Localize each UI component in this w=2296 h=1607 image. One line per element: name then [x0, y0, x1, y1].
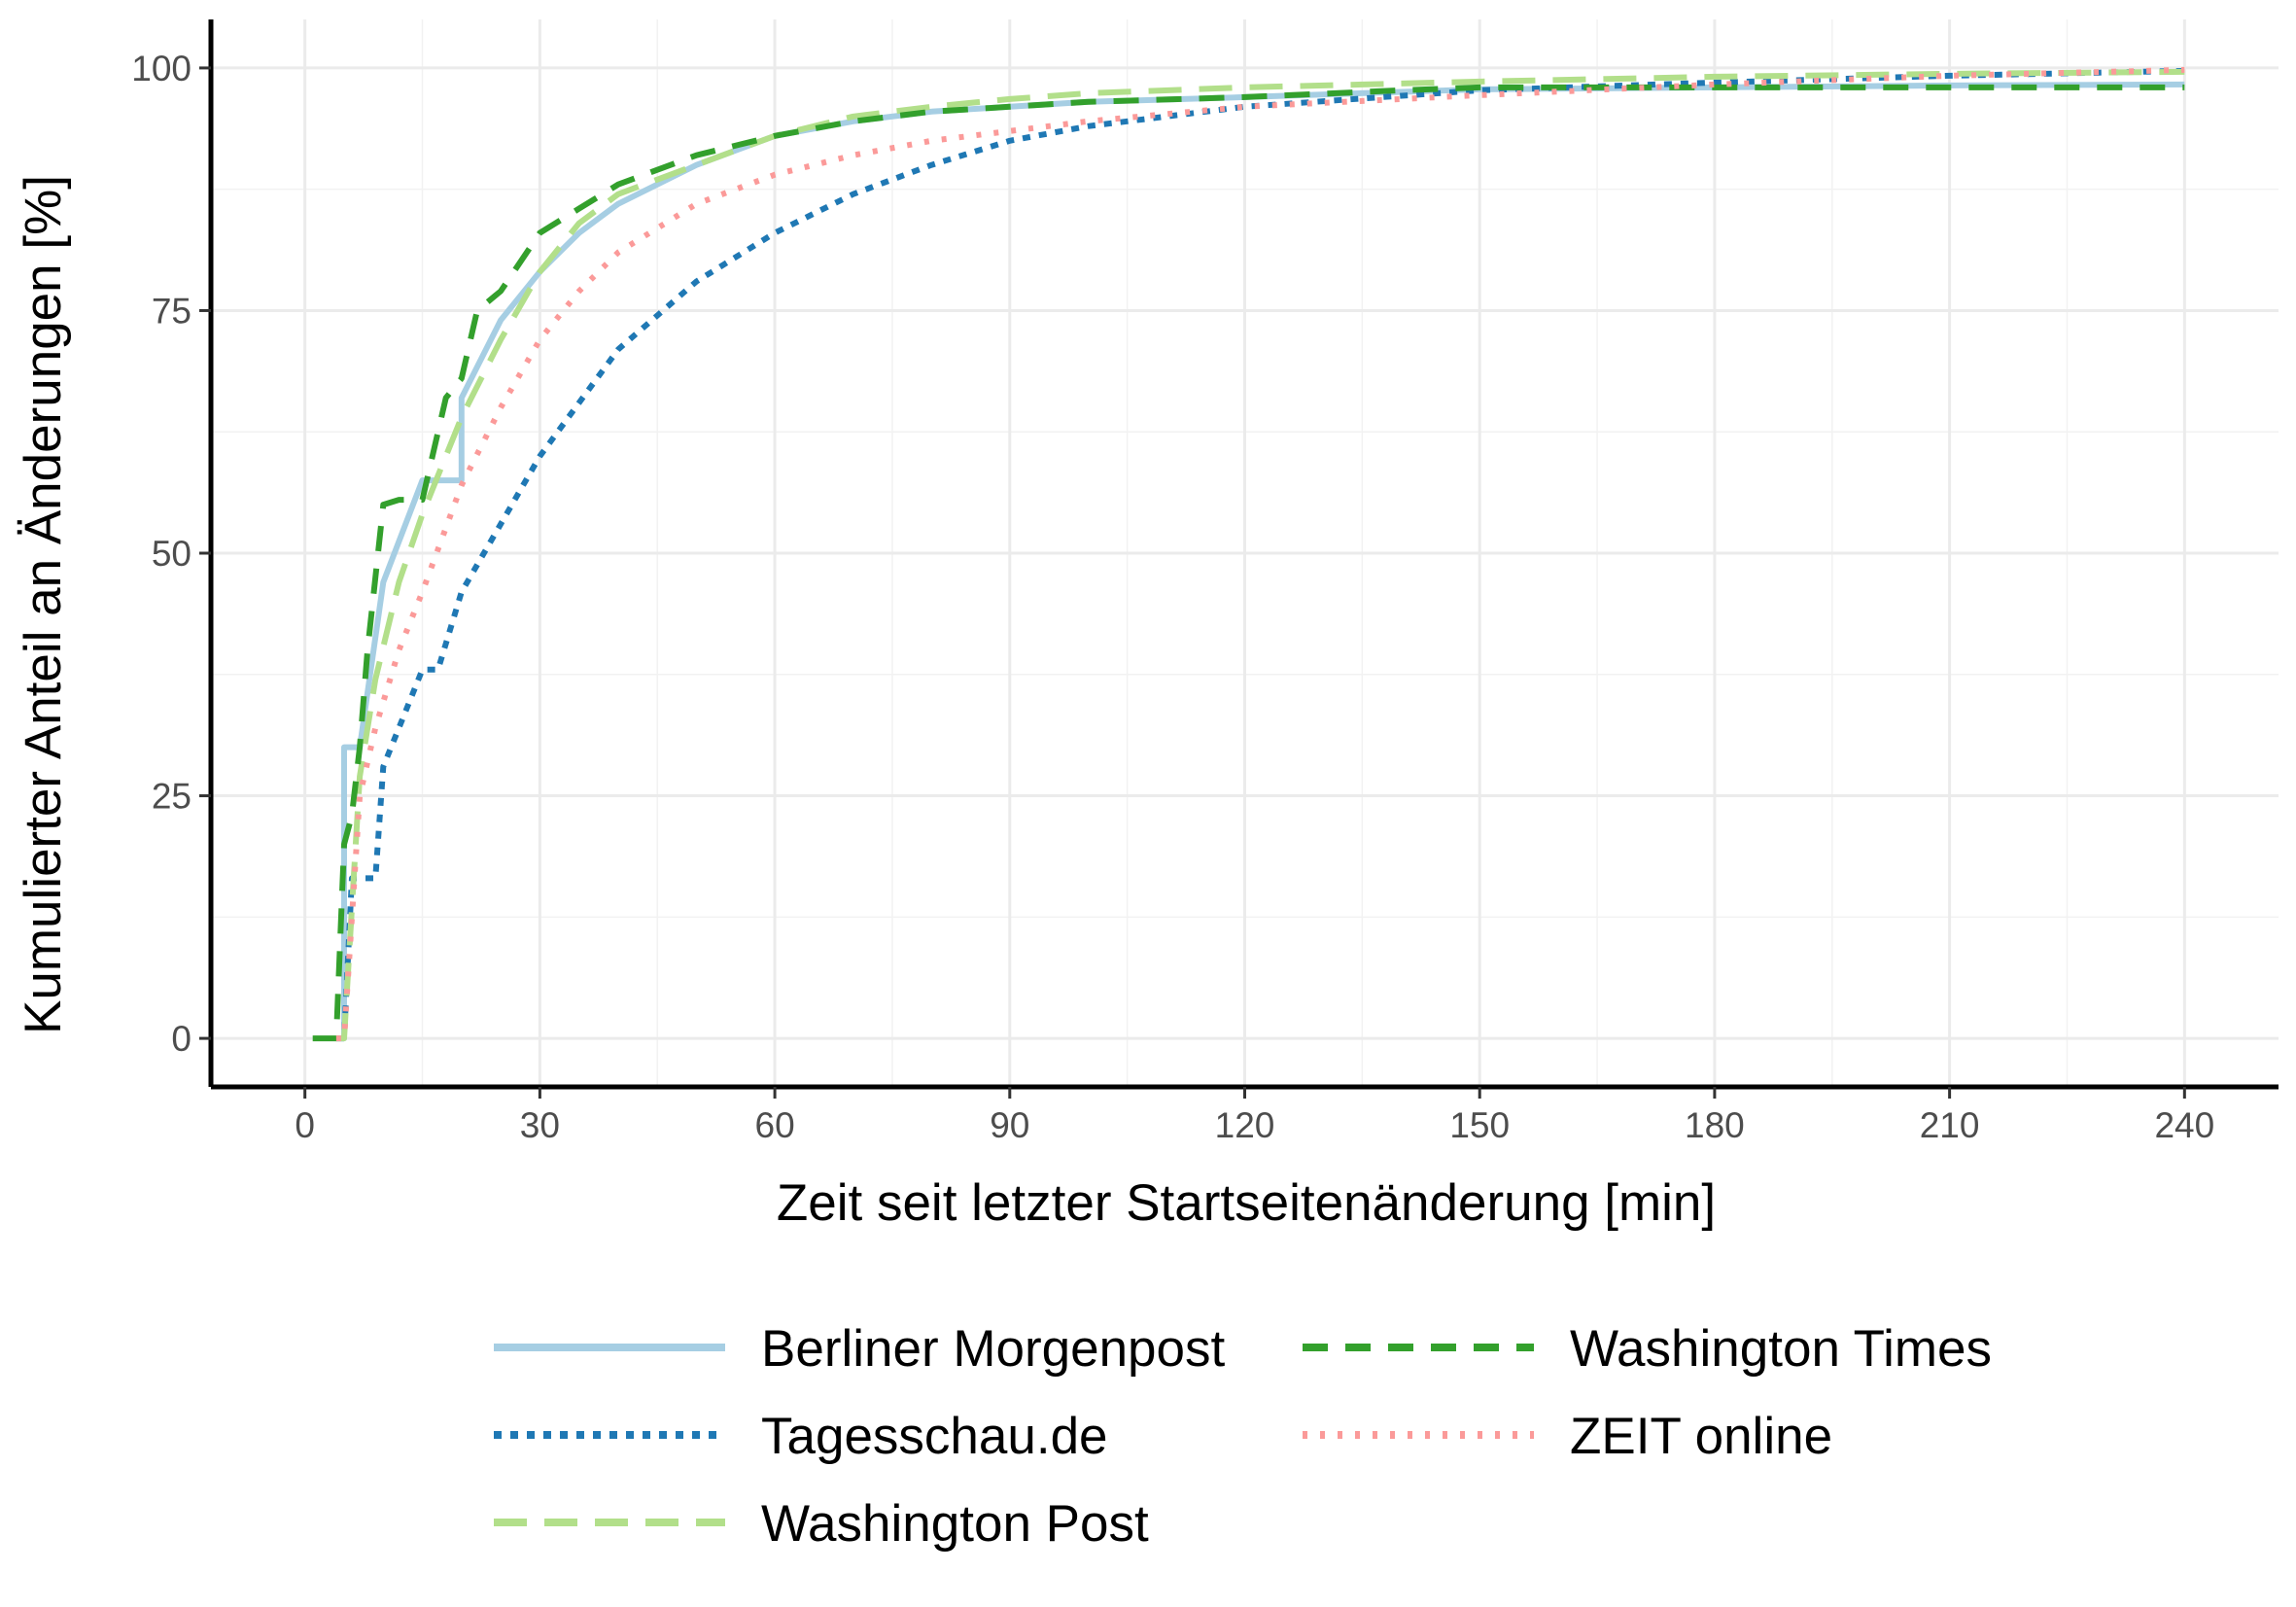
series-line-3: [312, 84, 2185, 1042]
y-tick-label: 0: [171, 1019, 191, 1059]
tick-labels: 0 30 60 90 120 150 180 210 240 0 25 50 75 100: [131, 49, 2214, 1145]
x-tick-label: 120: [1215, 1105, 1275, 1145]
x-tick-label: 210: [1920, 1105, 1980, 1145]
series-line-2: [335, 68, 2185, 1042]
grid: [211, 19, 2279, 1087]
x-tick-label: 240: [2154, 1105, 2214, 1145]
x-tick-label: 180: [1685, 1105, 1745, 1145]
legend: Berliner Morgenpost Tagesschau.de Washingt…: [494, 1320, 1992, 1553]
y-tick-label: 25: [152, 777, 191, 817]
series-line-4: [335, 66, 2185, 1042]
y-tick-label: 100: [131, 49, 191, 88]
x-tick-label: 150: [1449, 1105, 1510, 1145]
x-tick-label: 90: [990, 1105, 1029, 1145]
x-axis-title: Zeit seit letzter Startseitenänderung [m…: [777, 1174, 1716, 1232]
x-tick-label: 0: [295, 1105, 315, 1145]
series-line-1: [335, 67, 2185, 1042]
x-tick-label: 30: [520, 1105, 560, 1145]
y-axis-title: Kumulierter Anteil an Änderungen [%]: [15, 175, 72, 1034]
legend-label-2: Washington Post: [761, 1495, 1149, 1553]
x-tick-label: 60: [755, 1105, 795, 1145]
legend-label-0: Berliner Morgenpost: [761, 1320, 1226, 1378]
legend-label-4: ZEIT online: [1570, 1408, 1832, 1465]
series-line-0: [335, 81, 2185, 1042]
series-layer: [312, 66, 2185, 1042]
legend-label-3: Washington Times: [1570, 1320, 1992, 1378]
y-tick-label: 50: [152, 534, 191, 574]
y-tick-label: 75: [152, 291, 191, 331]
legend-label-1: Tagesschau.de: [761, 1408, 1108, 1465]
